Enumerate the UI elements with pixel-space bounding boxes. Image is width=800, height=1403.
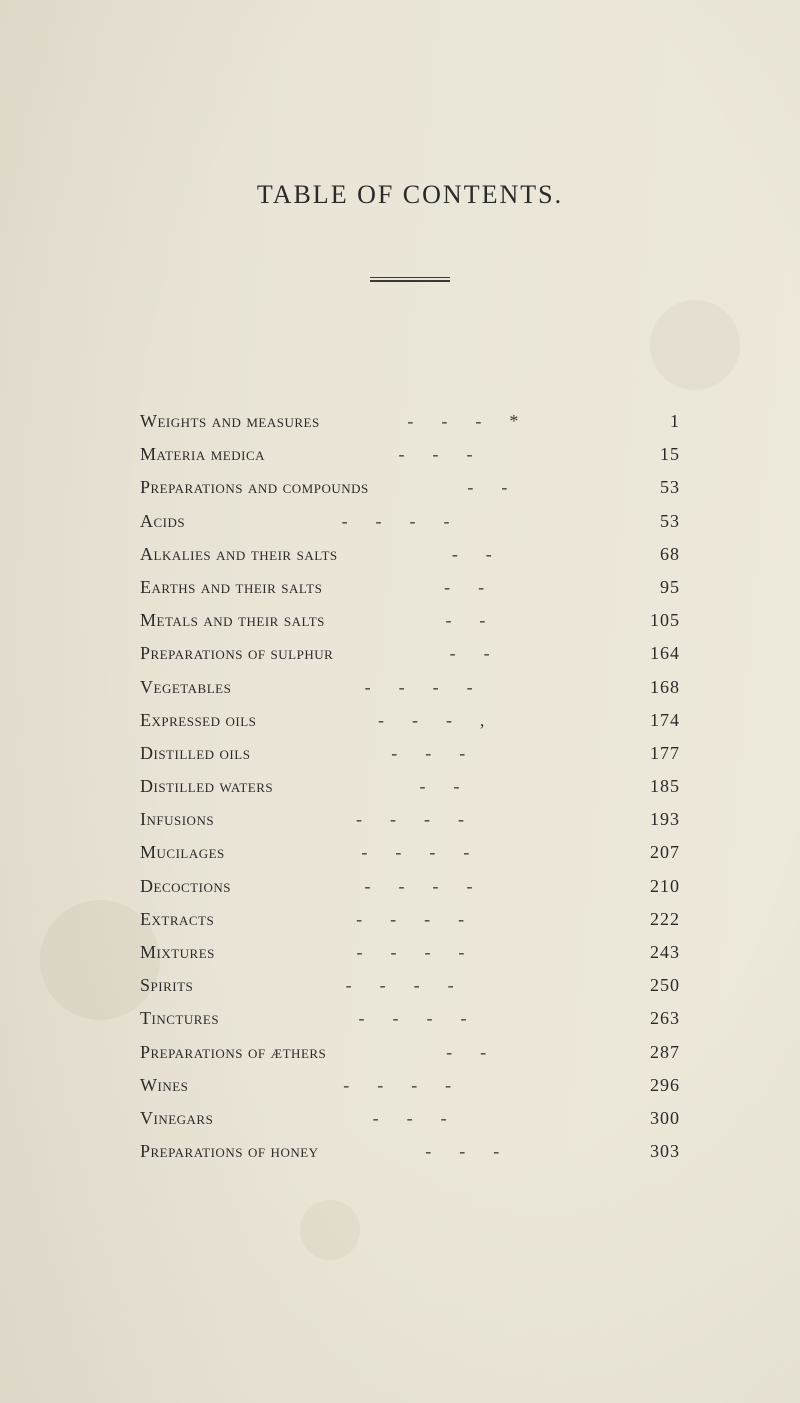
toc-leader-dashes: ---- xyxy=(196,1076,626,1094)
toc-row: Earths and their salts -- 95 xyxy=(140,578,680,596)
toc-entry-label: Preparations of honey xyxy=(140,1142,319,1160)
toc-leader-dashes: --- xyxy=(327,1142,626,1160)
toc-leader-dashes: -- xyxy=(377,478,626,496)
toc-entry-page: 105 xyxy=(634,611,680,629)
toc-entry-label: Extracts xyxy=(140,910,214,928)
toc-entry-label: Distilled waters xyxy=(140,777,273,795)
toc-entry-page: 15 xyxy=(634,445,680,463)
toc-entry-label: Decoctions xyxy=(140,877,231,895)
toc-entry-page: 53 xyxy=(634,512,680,530)
toc-leader-dashes: ---- xyxy=(201,976,626,994)
toc-entry-label: Infusions xyxy=(140,810,214,828)
toc-row: Infusions ---- 193 xyxy=(140,810,680,828)
toc-entry-page: 303 xyxy=(634,1142,680,1160)
toc-leader-dashes: -- xyxy=(341,644,626,662)
toc-entry-label: Distilled oils xyxy=(140,744,250,762)
toc-entry-page: 1 xyxy=(634,412,680,430)
title-divider xyxy=(370,280,450,282)
toc-row: Preparations and compounds -- 53 xyxy=(140,478,680,496)
toc-entry-page: 250 xyxy=(634,976,680,994)
toc-entry-page: 207 xyxy=(634,843,680,861)
toc-leader-dashes: -- xyxy=(334,1043,626,1061)
toc-entry-label: Mucilages xyxy=(140,843,225,861)
toc-leader-dashes: ---- xyxy=(222,910,626,928)
toc-entry-page: 164 xyxy=(634,644,680,662)
toc-row: Mixtures ---- 243 xyxy=(140,943,680,961)
toc-entry-page: 193 xyxy=(634,810,680,828)
toc-leader-dashes: -- xyxy=(281,777,626,795)
toc-entry-page: 287 xyxy=(634,1043,680,1061)
toc-leader-dashes: --- xyxy=(258,744,626,762)
toc-leader-dashes: ---- xyxy=(222,810,626,828)
toc-row: Spirits ---- 250 xyxy=(140,976,680,994)
toc-entry-page: 177 xyxy=(634,744,680,762)
toc-row: Vegetables ---- 168 xyxy=(140,678,680,696)
toc-entry-label: Acids xyxy=(140,512,185,530)
toc-leader-dashes: -- xyxy=(330,578,626,596)
toc-row: Extracts ---- 222 xyxy=(140,910,680,928)
toc-row: Tinctures ---- 263 xyxy=(140,1009,680,1027)
toc-entry-page: 95 xyxy=(634,578,680,596)
toc-row: Metals and their salts -- 105 xyxy=(140,611,680,629)
toc-entry-label: Spirits xyxy=(140,976,193,994)
toc-leader-dashes: --- xyxy=(221,1109,626,1127)
toc-entry-label: Materia medica xyxy=(140,445,265,463)
toc-entry-page: 222 xyxy=(634,910,680,928)
toc-entry-label: Preparations of sulphur xyxy=(140,644,333,662)
toc-entry-label: Expressed oils xyxy=(140,711,256,729)
toc-row: Weights and measures ---* 1 xyxy=(140,412,680,430)
toc-row: Acids ---- 53 xyxy=(140,512,680,530)
toc-row: Decoctions ---- 210 xyxy=(140,877,680,895)
toc-leader-dashes: ---- xyxy=(227,1009,626,1027)
toc-leader-dashes: -- xyxy=(346,545,626,563)
toc-row: Preparations of sulphur -- 164 xyxy=(140,644,680,662)
toc-leader-dashes: ---- xyxy=(239,877,626,895)
toc-entry-label: Vegetables xyxy=(140,678,231,696)
toc-entry-page: 168 xyxy=(634,678,680,696)
toc-leader-dashes: --- xyxy=(273,445,626,463)
table-of-contents: Weights and measures---*1Materia medica-… xyxy=(140,412,680,1160)
toc-row: Preparations of honey --- 303 xyxy=(140,1142,680,1160)
toc-entry-label: Wines xyxy=(140,1076,188,1094)
toc-row: Mucilages ---- 207 xyxy=(140,843,680,861)
toc-entry-page: 174 xyxy=(634,711,680,729)
toc-row: Vinegars --- 300 xyxy=(140,1109,680,1127)
toc-entry-page: 263 xyxy=(634,1009,680,1027)
toc-entry-label: Alkalies and their salts xyxy=(140,545,338,563)
page: TABLE OF CONTENTS. Weights and measures-… xyxy=(0,0,800,1403)
toc-entry-page: 185 xyxy=(634,777,680,795)
toc-entry-page: 68 xyxy=(634,545,680,563)
toc-leader-dashes: ---- xyxy=(193,512,626,530)
toc-leader-dashes: ---, xyxy=(264,711,626,729)
toc-entry-label: Tinctures xyxy=(140,1009,219,1027)
toc-row: Materia medica --- 15 xyxy=(140,445,680,463)
toc-entry-label: Mixtures xyxy=(140,943,215,961)
toc-entry-label: Vinegars xyxy=(140,1109,213,1127)
toc-leader-dashes: ---* xyxy=(328,412,626,430)
toc-entry-label: Metals and their salts xyxy=(140,611,325,629)
toc-entry-label: Preparations and compounds xyxy=(140,478,369,496)
toc-entry-label: Earths and their salts xyxy=(140,578,322,596)
page-title: TABLE OF CONTENTS. xyxy=(140,180,680,210)
toc-leader-dashes: -- xyxy=(333,611,626,629)
toc-row: Distilled oils --- 177 xyxy=(140,744,680,762)
toc-entry-page: 300 xyxy=(634,1109,680,1127)
toc-entry-label: Preparations of æthers xyxy=(140,1043,326,1061)
toc-row: Alkalies and their salts -- 68 xyxy=(140,545,680,563)
toc-leader-dashes: ---- xyxy=(233,843,626,861)
toc-entry-page: 243 xyxy=(634,943,680,961)
toc-entry-page: 296 xyxy=(634,1076,680,1094)
toc-row: Expressed oils ---, 174 xyxy=(140,711,680,729)
toc-leader-dashes: ---- xyxy=(239,678,626,696)
toc-row: Wines ---- 296 xyxy=(140,1076,680,1094)
toc-row: Distilled waters -- 185 xyxy=(140,777,680,795)
toc-entry-page: 53 xyxy=(634,478,680,496)
toc-entry-label: Weights and measures xyxy=(140,412,320,430)
toc-entry-page: 210 xyxy=(634,877,680,895)
toc-leader-dashes: ---- xyxy=(223,943,626,961)
toc-row: Preparations of æthers -- 287 xyxy=(140,1043,680,1061)
